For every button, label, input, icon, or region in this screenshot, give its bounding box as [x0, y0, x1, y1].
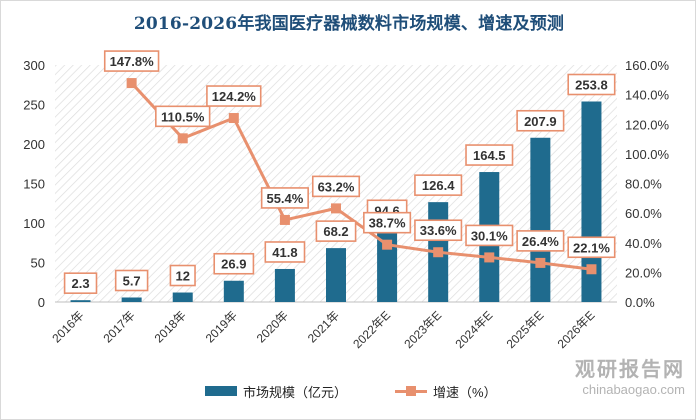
bar-value-label: 164.5 — [473, 148, 506, 163]
x-axis-tick: 2018年 — [152, 308, 189, 345]
left-axis-tick: 150 — [23, 177, 45, 192]
growth-value-label-box — [465, 224, 514, 247]
right-axis-tick: 100.0% — [625, 147, 670, 162]
growth-marker — [586, 264, 597, 275]
watermark-name: 观研报告网 — [575, 359, 685, 381]
bar-value-label-box — [315, 220, 357, 242]
legend: 市场规模（亿元） 增速（%） — [205, 379, 497, 403]
bar-value-label: 253.8 — [575, 77, 608, 92]
growth-value-label: 63.2% — [318, 179, 355, 194]
growth-value-label: 22.1% — [573, 240, 610, 255]
legend-bar-swatch — [205, 386, 237, 396]
growth-marker — [433, 247, 444, 258]
growth-value-label: 124.2% — [212, 89, 257, 104]
growth-marker — [331, 203, 341, 214]
growth-marker — [535, 257, 546, 268]
watermark: 观研报告网 chinabaogao.com — [575, 353, 685, 397]
x-axis-tick: 2017年 — [100, 308, 137, 345]
growth-value-label: 30.1% — [471, 228, 508, 243]
bar-value-label: 5.7 — [123, 273, 141, 288]
growth-value-label-box — [155, 105, 211, 128]
bar — [326, 248, 346, 302]
bar — [223, 280, 244, 302]
right-axis-tick: 60.0% — [625, 206, 662, 221]
growth-value-label-box — [260, 187, 309, 209]
left-axis-tick: 250 — [23, 98, 45, 113]
right-axis-tick: 40.0% — [625, 236, 662, 251]
growth-value-label-box — [516, 230, 565, 252]
growth-value-label: 110.5% — [161, 109, 205, 124]
growth-value-label-box — [311, 175, 361, 198]
x-axis-tick: 2016年 — [49, 308, 86, 345]
bar-value-label-box — [414, 174, 463, 196]
bar — [121, 297, 142, 302]
right-axis-tick: 0.0% — [625, 295, 655, 310]
right-axis-tick: 160.0% — [625, 58, 670, 73]
left-axis-tick: 0 — [38, 295, 45, 310]
legend-bar-label: 市场规模（亿元） — [243, 384, 348, 400]
chart-title: 2016-2026年我国医疗器械数料市场规模、增速及预测 — [133, 14, 565, 34]
bar-value-label-box — [63, 272, 98, 294]
growth-value-label: 26.4% — [522, 234, 559, 249]
right-axis-tick: 120.0% — [625, 117, 670, 132]
bar-value-label: 126.4 — [422, 178, 455, 193]
growth-value-label: 147.8% — [110, 54, 155, 69]
x-axis-tick: 2023年E — [401, 308, 444, 351]
bar — [172, 292, 193, 302]
growth-marker — [484, 252, 495, 263]
x-axis-tick: 2024年E — [452, 308, 495, 351]
bar — [530, 137, 551, 302]
legend-line-swatch — [395, 385, 428, 397]
growth-marker — [382, 239, 393, 250]
growth-value-label: 33.6% — [420, 223, 457, 238]
left-axis-tick: 200 — [23, 137, 45, 152]
legend-item-bar: 市场规模（亿元） — [205, 382, 347, 401]
watermark-url: chinabaogao.com — [582, 382, 685, 397]
growth-value-label: 55.4% — [266, 191, 303, 206]
left-axis-tick: 100 — [23, 216, 45, 231]
bar-value-label-box — [516, 109, 565, 132]
bar — [70, 300, 91, 302]
x-axis-tick: 2025年E — [504, 308, 547, 351]
growth-value-label-box — [363, 211, 412, 234]
right-axis-tick: 140.0% — [625, 88, 670, 103]
growth-value-label-box — [414, 219, 463, 242]
left-axis-tick: 50 — [31, 256, 45, 271]
x-axis-tick: 2021年 — [305, 308, 342, 345]
bar-value-label: 207.9 — [524, 114, 557, 129]
growth-marker — [177, 133, 188, 144]
bar-value-label-box — [264, 241, 306, 263]
left-axis-tick: 300 — [23, 58, 45, 73]
growth-marker — [228, 113, 239, 124]
bar — [274, 268, 295, 302]
right-axis-tick: 20.0% — [625, 265, 662, 280]
growth-marker — [279, 214, 290, 225]
bar-value-label: 41.8 — [272, 245, 297, 260]
bar-value-label-box — [567, 73, 616, 96]
x-axis-tick: 2019年 — [203, 308, 240, 345]
x-axis-tick: 2020年 — [254, 308, 291, 345]
x-axis-tick: 2026年E — [555, 308, 598, 351]
bar-value-label-box — [169, 264, 196, 287]
growth-line — [130, 82, 592, 271]
bar-value-label: 26.9 — [221, 257, 246, 272]
growth-value-label-box — [206, 85, 262, 107]
growth-marker — [126, 78, 137, 89]
bar-value-label: 68.2 — [323, 224, 348, 239]
right-axis-tick: 80.0% — [625, 177, 662, 192]
bar-value-label: 12 — [175, 269, 189, 284]
bar-value-label-box — [213, 252, 255, 275]
growth-value-label: 38.7% — [369, 216, 406, 231]
growth-value-label-box — [567, 236, 616, 259]
bar-value-label: 2.3 — [72, 276, 90, 291]
legend-line-label: 增速（%） — [433, 384, 497, 400]
x-axis-tick: 2022年E — [350, 308, 393, 351]
bar-value-label-box — [465, 144, 514, 166]
legend-item-line: 增速（%） — [395, 382, 497, 401]
bar-value-label-box — [114, 269, 149, 292]
growth-value-label-box — [103, 50, 160, 72]
